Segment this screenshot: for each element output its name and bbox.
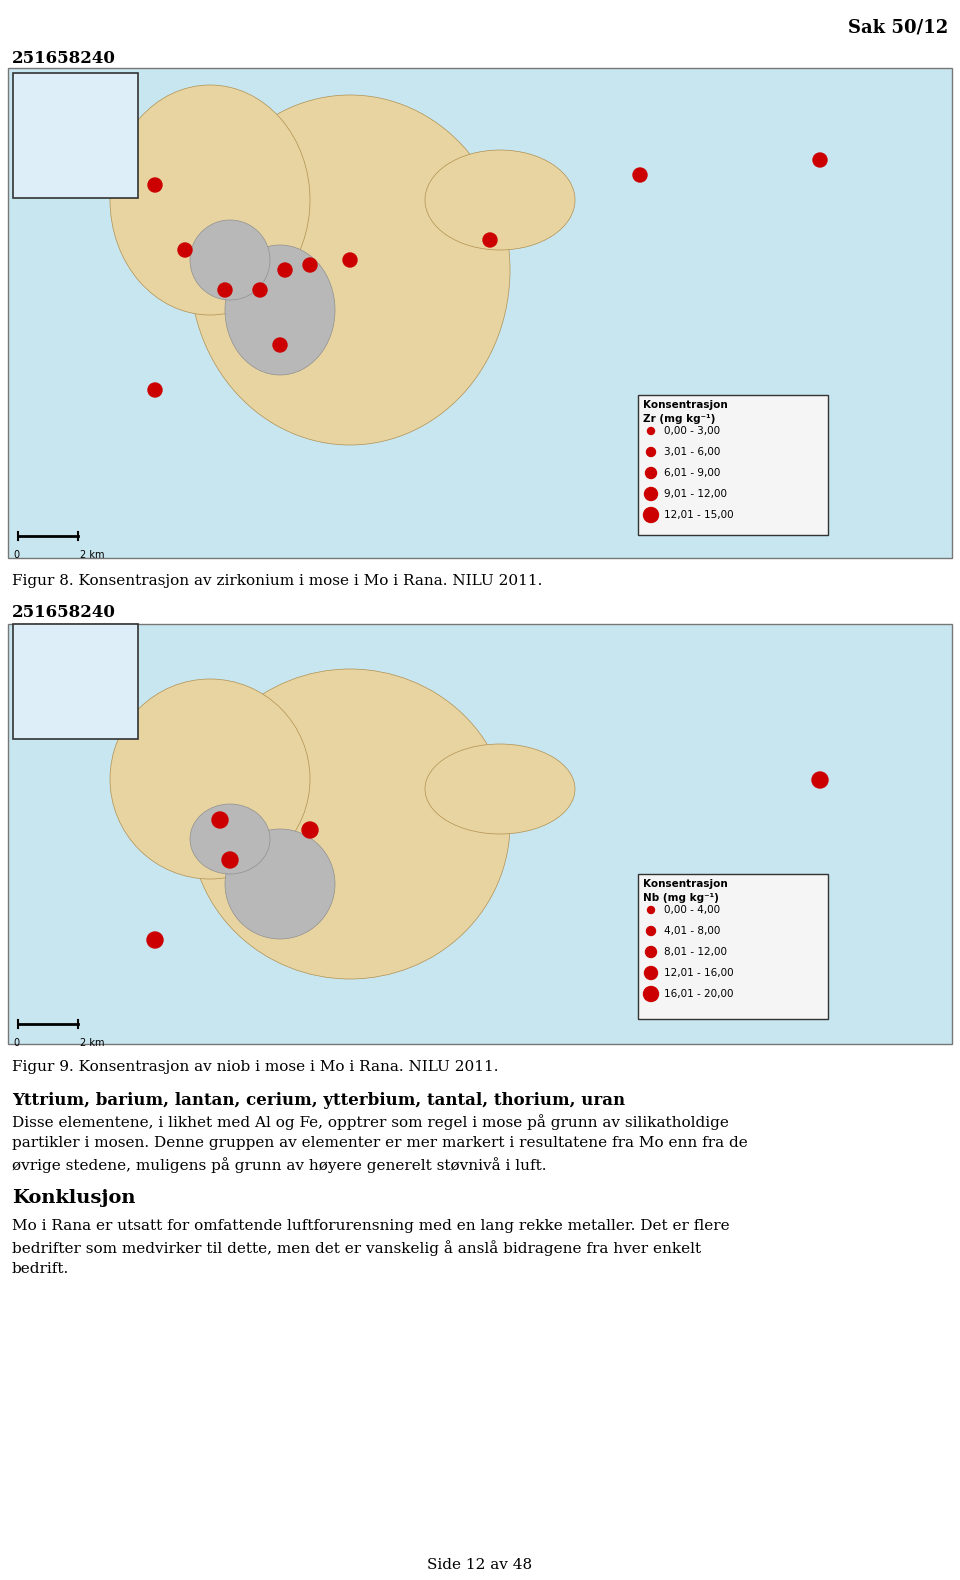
Text: Figur 8. Konsentrasjon av zirkonium i mose i Mo i Rana. NILU 2011.: Figur 8. Konsentrasjon av zirkonium i mo… [12,574,542,588]
Ellipse shape [110,679,310,878]
Text: Yttrium, barium, lantan, cerium, ytterbium, tantal, thorium, uran: Yttrium, barium, lantan, cerium, ytterbi… [12,1092,625,1109]
Text: Konsentrasjon: Konsentrasjon [643,400,728,409]
Ellipse shape [225,245,335,374]
Bar [638,874,828,1019]
Circle shape [647,428,655,434]
Bar [13,624,138,739]
Circle shape [148,179,162,193]
Bar [13,73,138,198]
Ellipse shape [190,95,510,446]
Text: 9,01 - 12,00: 9,01 - 12,00 [664,488,727,499]
Text: Nb (mg kg⁻¹): Nb (mg kg⁻¹) [643,893,719,904]
Circle shape [178,243,192,258]
Circle shape [812,773,828,788]
Circle shape [643,507,659,523]
Text: 0: 0 [12,550,19,559]
Text: Sak 50/12: Sak 50/12 [848,17,948,36]
Ellipse shape [190,220,270,300]
Circle shape [644,488,658,501]
Text: 12,01 - 16,00: 12,01 - 16,00 [664,969,733,978]
Text: 251658240: 251658240 [12,604,116,621]
Circle shape [643,986,659,1002]
Ellipse shape [225,830,335,939]
Circle shape [148,382,162,397]
Text: 251658240: 251658240 [12,51,116,66]
Ellipse shape [425,150,575,250]
Circle shape [813,153,827,167]
Text: Konsentrasjon: Konsentrasjon [643,878,728,890]
Text: Disse elementene, i likhet med Al og Fe, opptrer som regel i mose på grunn av si: Disse elementene, i likhet med Al og Fe,… [12,1114,748,1172]
Text: Figur 9. Konsentrasjon av niob i mose i Mo i Rana. NILU 2011.: Figur 9. Konsentrasjon av niob i mose i … [12,1060,498,1074]
Text: 6,01 - 9,00: 6,01 - 9,00 [664,468,720,479]
Text: 8,01 - 12,00: 8,01 - 12,00 [664,946,727,957]
Circle shape [645,468,657,479]
Circle shape [302,822,318,837]
Text: 0: 0 [12,1038,19,1048]
Circle shape [147,932,163,948]
Text: Mo i Rana er utsatt for omfattende luftforurensning med en lang rekke metaller. : Mo i Rana er utsatt for omfattende luftf… [12,1220,730,1277]
Ellipse shape [190,804,270,874]
Circle shape [646,926,656,935]
Circle shape [212,812,228,828]
Text: 2 km: 2 km [80,1038,105,1048]
Text: 0,00 - 3,00: 0,00 - 3,00 [664,427,720,436]
Bar [8,68,952,558]
Ellipse shape [425,744,575,834]
Circle shape [273,338,287,352]
Circle shape [646,447,656,457]
Circle shape [278,262,292,276]
Text: 4,01 - 8,00: 4,01 - 8,00 [664,926,720,935]
Text: 3,01 - 6,00: 3,01 - 6,00 [664,447,720,457]
Circle shape [483,232,497,246]
Ellipse shape [110,85,310,314]
Circle shape [303,258,317,272]
Text: 16,01 - 20,00: 16,01 - 20,00 [664,989,733,999]
Bar [8,624,952,1044]
Circle shape [343,253,357,267]
Circle shape [253,283,267,297]
Text: Side 12 av 48: Side 12 av 48 [427,1558,533,1572]
Bar [638,395,828,536]
Circle shape [645,946,657,957]
Circle shape [222,852,238,867]
Text: 12,01 - 15,00: 12,01 - 15,00 [664,510,733,520]
Circle shape [633,167,647,182]
Circle shape [647,907,655,913]
Text: Konklusjon: Konklusjon [12,1190,135,1207]
Ellipse shape [190,668,510,980]
Text: Zr (mg kg⁻¹): Zr (mg kg⁻¹) [643,414,715,423]
Circle shape [218,283,232,297]
Circle shape [644,967,658,980]
Text: 0,00 - 4,00: 0,00 - 4,00 [664,905,720,915]
Text: 2 km: 2 km [80,550,105,559]
